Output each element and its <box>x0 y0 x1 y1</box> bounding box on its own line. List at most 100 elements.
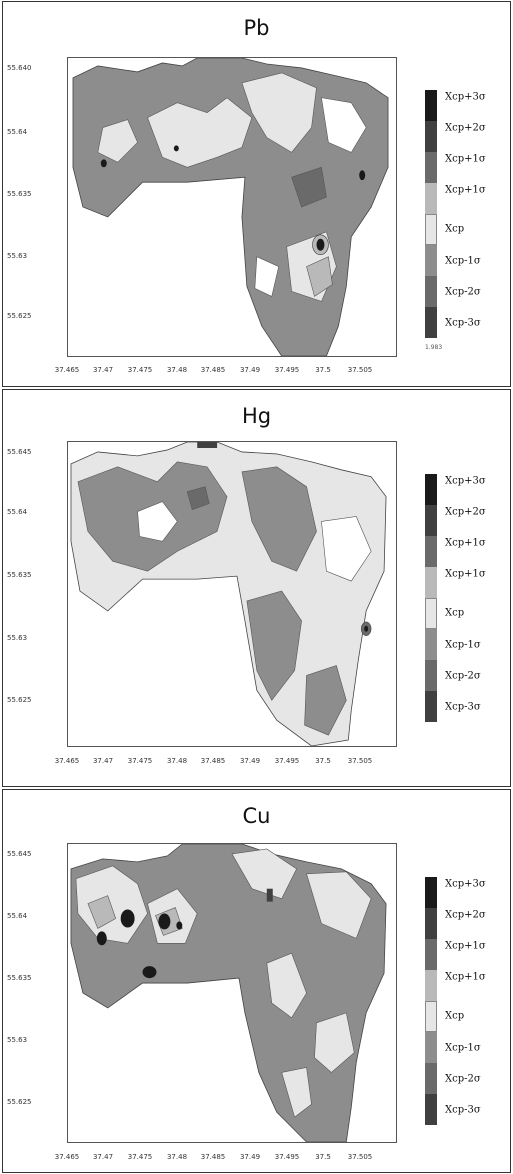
y-tick-label: 55.64 <box>7 912 28 920</box>
legend-swatch <box>425 307 437 338</box>
legend-label: Xcp-1σ <box>445 1042 481 1054</box>
y-tick-label: 55.625 <box>7 312 32 320</box>
legend-label: Xcp-2σ <box>445 286 481 298</box>
hotspot <box>359 170 366 181</box>
hotspot <box>158 913 171 930</box>
legend-label: Xcp-3σ <box>445 317 481 329</box>
legend-swatch <box>425 1094 437 1125</box>
x-tick-label: 37.5 <box>315 1153 331 1161</box>
light-zone <box>137 501 178 542</box>
x-tick-label: 37.5 <box>315 366 331 374</box>
x-tick-label: 37.485 <box>200 366 226 374</box>
mid-zone <box>241 466 317 572</box>
x-tick-label: 37.47 <box>92 366 114 374</box>
legend-label: Xcp-1σ <box>445 255 481 267</box>
legend-swatch <box>425 214 437 245</box>
y-tick-label: 55.635 <box>7 571 32 579</box>
x-tick-label: 37.505 <box>347 1153 373 1161</box>
legend-swatch <box>425 877 437 908</box>
legend-label: Xcp+1σ <box>445 537 486 549</box>
light-zone <box>321 516 372 582</box>
x-tick-label: 37.495 <box>274 1153 300 1161</box>
hotspot <box>176 921 183 930</box>
mid-zone <box>306 256 333 297</box>
legend-label: Xcp+1σ <box>445 184 486 196</box>
x-tick-label: 37.475 <box>127 1153 153 1161</box>
legend-swatch <box>425 1001 437 1032</box>
low-zone <box>231 848 297 899</box>
x-tick-label: 37.49 <box>239 366 261 374</box>
legend-label: Xcp-3σ <box>445 1104 481 1116</box>
y-tick-label: 55.625 <box>7 1098 32 1106</box>
map-panel-cu: Cu 55.645 55.64 55.635 55.63 55.625 <box>2 789 511 1173</box>
legend-extra-label: 1.983 <box>425 344 443 351</box>
low-zone <box>281 1067 312 1118</box>
legend-swatch <box>425 598 437 629</box>
mid-zone <box>304 665 347 736</box>
x-tick-label: 37.465 <box>54 366 80 374</box>
legend-swatch <box>425 183 437 214</box>
x-tick-label: 37.485 <box>200 1153 226 1161</box>
legend-swatch <box>425 567 437 598</box>
legend-label: Xcp+1σ <box>445 568 486 580</box>
legend-swatch <box>425 536 437 567</box>
legend-swatch <box>425 474 437 505</box>
x-tick-label: 37.48 <box>166 1153 188 1161</box>
low-zone <box>241 72 317 153</box>
legend-swatch <box>425 90 437 121</box>
hotspot <box>120 909 135 928</box>
low-zone <box>254 256 280 297</box>
y-tick-label: 55.635 <box>7 974 32 982</box>
legend-swatch <box>425 970 437 1001</box>
legend-label: Xcp+1σ <box>445 940 486 952</box>
legend: Xcp+3σ Xcp+2σ Xcp+1σ Xcp+1σ Xcp Xcp-1σ X… <box>425 474 511 722</box>
mid-zone <box>291 166 327 208</box>
legend-swatch <box>425 152 437 183</box>
x-tick-label: 37.49 <box>239 757 261 765</box>
y-tick-label: 55.625 <box>7 696 32 704</box>
hotspot <box>142 966 157 979</box>
y-tick-label: 55.645 <box>7 448 32 456</box>
y-tick-label: 55.640 <box>7 64 32 72</box>
hotspot <box>364 625 369 632</box>
small-feature <box>266 888 273 902</box>
contour-map-hg <box>67 441 397 747</box>
x-tick-label: 37.48 <box>166 366 188 374</box>
low-zone <box>321 97 367 153</box>
x-tick-label: 37.465 <box>54 1153 80 1161</box>
contour-map-svg <box>70 442 387 746</box>
y-tick-label: 55.645 <box>7 850 32 858</box>
hotspot <box>316 238 325 251</box>
legend-swatch <box>425 939 437 970</box>
legend-label: Xcp+2σ <box>445 122 486 134</box>
x-tick-label: 37.495 <box>274 366 300 374</box>
map-panel-pb: Pb 55.640 55.64 55.635 55.63 55.625 37.4… <box>2 1 511 387</box>
contour-map-cu <box>67 843 397 1143</box>
low-zone <box>306 871 372 939</box>
legend-label: Xcp <box>445 1010 465 1022</box>
legend-label: Xcp+1σ <box>445 153 486 165</box>
x-tick-label: 37.465 <box>54 757 80 765</box>
x-tick-label: 37.49 <box>239 1153 261 1161</box>
x-axis-labels: 37.465 37.47 37.475 37.48 37.485 37.49 3… <box>55 757 397 769</box>
panel-title: Cu <box>242 804 271 828</box>
hotspot <box>173 145 179 152</box>
map-region-outline <box>70 844 387 1142</box>
legend-swatch <box>425 1063 437 1094</box>
legend-swatch <box>425 1032 437 1063</box>
legend-swatch <box>425 908 437 939</box>
legend-label: Xcp+3σ <box>445 475 486 487</box>
legend-label: Xcp+2σ <box>445 506 486 518</box>
y-axis-labels: 55.640 55.64 55.635 55.63 55.625 <box>7 62 43 322</box>
y-tick-label: 55.63 <box>7 1036 28 1044</box>
x-tick-label: 37.485 <box>200 757 226 765</box>
x-axis-labels: 37.465 37.47 37.475 37.48 37.485 37.49 3… <box>55 1153 397 1165</box>
x-tick-label: 37.47 <box>92 757 114 765</box>
legend-label: Xcp-2σ <box>445 1073 481 1085</box>
mid-zone <box>87 895 117 929</box>
y-tick-label: 55.63 <box>7 252 28 260</box>
legend: Xcp+3σ Xcp+2σ Xcp+1σ Xcp+1σ Xcp Xcp-1σ X… <box>425 90 511 338</box>
mid-zone <box>246 590 302 701</box>
x-tick-label: 37.495 <box>274 757 300 765</box>
legend-label: Xcp-2σ <box>445 670 481 682</box>
